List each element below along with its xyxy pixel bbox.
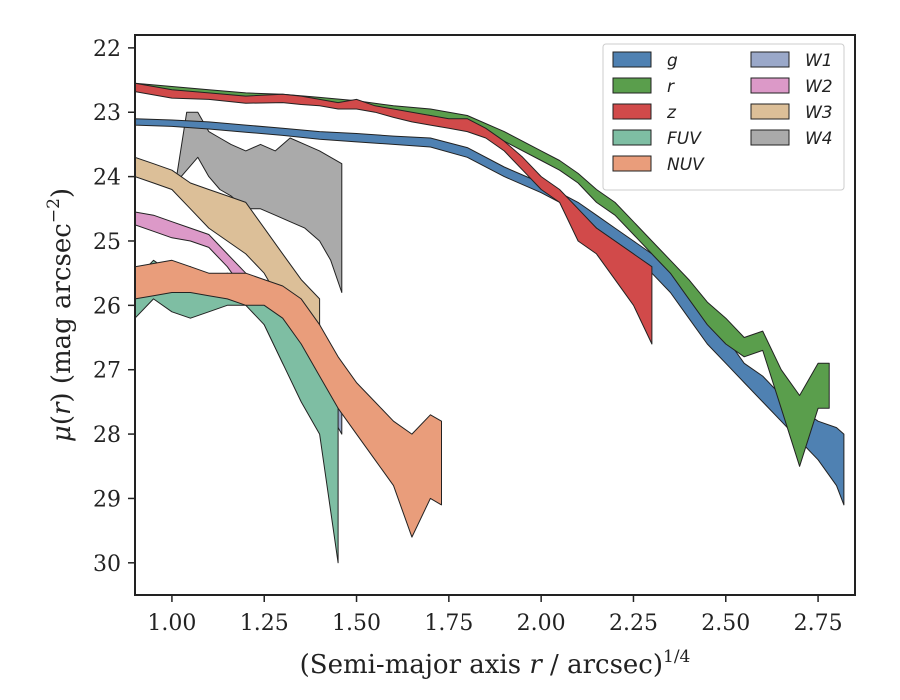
legend-label-g: g (667, 51, 678, 71)
x-tick-label: 1.00 (147, 611, 196, 636)
legend-swatch-fuv (612, 129, 652, 146)
y-tick-label: 23 (93, 101, 121, 126)
plot-frame (134, 34, 856, 596)
x-axis-title: (Semi-major axis r / arcsec)1/4 (300, 647, 691, 680)
y-tick-label: 28 (93, 423, 121, 448)
legend-swatch-r (612, 77, 652, 94)
x-tick-label: 1.25 (240, 611, 289, 636)
series-band-w4 (175, 111, 343, 293)
x-tick-label: 2.25 (609, 611, 658, 636)
y-tick-label: 30 (93, 552, 121, 577)
y-tick-label: 25 (93, 230, 121, 255)
legend-swatch-w4 (750, 129, 790, 146)
y-axis: 22 23 24 25 26 27 28 29 30 (93, 37, 135, 577)
y-tick-label: 27 (93, 359, 121, 384)
y-axis-title-units: ) (mag arcsec (47, 223, 77, 402)
y-tick-label: 26 (93, 294, 121, 319)
legend-swatch-w3 (750, 103, 790, 120)
y-tick-label: 22 (93, 37, 121, 62)
legend-label-nuv: NUV (667, 155, 705, 175)
legend-swatch-w1 (750, 51, 790, 68)
y-tick-label: 24 (93, 166, 121, 191)
y-axis-title: μ(r) (mag arcsec−2) (44, 188, 77, 442)
y-tick-label: 29 (93, 487, 121, 512)
legend-swatch-w2 (750, 77, 790, 94)
legend-label-r: r (667, 77, 675, 97)
x-tick-label: 1.75 (424, 611, 473, 636)
legend-swatch-nuv (612, 155, 652, 172)
series-layer (135, 82, 845, 564)
y-axis-title-var: r (47, 401, 77, 415)
legend-label-w1: W1 (805, 51, 833, 71)
legend-label-w3: W3 (805, 103, 833, 123)
y-axis-title-sup: −2 (44, 198, 64, 223)
x-tick-label: 1.50 (332, 611, 381, 636)
x-tick-label: 2.00 (517, 611, 566, 636)
legend-label-w4: W4 (805, 129, 833, 149)
legend-label-fuv: FUV (667, 129, 702, 149)
x-axis-title-sup: 1/4 (663, 647, 690, 667)
legend: grz FUV NUV W1 W2 W3 W4 (602, 43, 845, 191)
x-axis-title-var: r (529, 650, 543, 680)
series-band-z (135, 82, 653, 345)
legend-label-z: z (666, 103, 677, 123)
legend-swatch-z (612, 103, 652, 120)
series-band-nuv (135, 259, 442, 538)
x-tick-label: 2.50 (701, 611, 750, 636)
x-axis-title-main: (Semi-major axis (300, 650, 530, 680)
y-axis-title-mu: μ (47, 425, 77, 442)
x-axis: 1.00 1.25 1.50 1.75 2.00 2.25 2.50 2.75 (147, 595, 843, 636)
legend-label-w2: W2 (805, 77, 833, 97)
x-tick-label: 2.75 (794, 611, 843, 636)
x-axis-title-tail: / arcsec) (542, 650, 663, 680)
legend-swatch-g (612, 51, 652, 68)
